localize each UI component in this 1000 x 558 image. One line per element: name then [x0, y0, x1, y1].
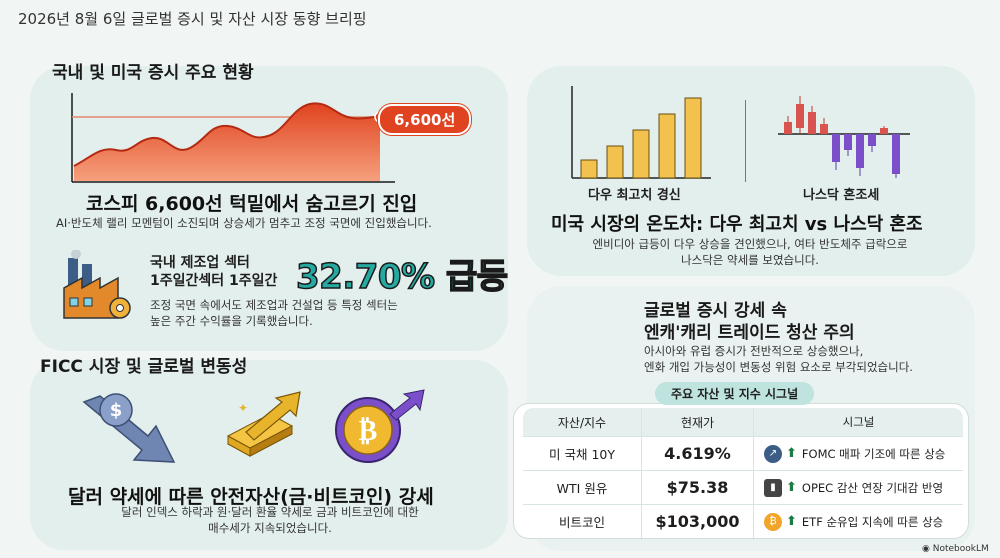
sector-description: 조정 국면 속에서도 제조업과 건설업 등 특정 섹터는 높은 주간 수익률을 …	[150, 297, 398, 329]
asset-signal-cell: ₿ ⬆ ETF 순유입 지속에 따른 상승	[753, 505, 963, 538]
table-row: WTI 원유 $75.38 ▮ ⬆ OPEC 감산 연장 기대감 반영	[523, 470, 963, 504]
sector-percent-gain: 32.70% 급등	[295, 256, 509, 298]
asset-name: WTI 원유	[556, 481, 608, 496]
nasdaq-label: 나스닥 혼조세	[803, 188, 880, 203]
watermark: ◉ NotebookLM	[922, 544, 989, 554]
page-title: 2026년 8월 6일 글로벌 증시 및 자산 시장 동향 브리핑	[18, 10, 367, 28]
us-description: 엔비디아 급등이 다우 상승을 견인했으나, 여타 반도체주 급락으로 나스닥은…	[540, 236, 960, 268]
sector-desc-line2: 높은 주간 수익률을 기록했습니다.	[150, 314, 313, 328]
arrow-up-icon: ⬆	[786, 446, 797, 461]
us-panel	[527, 66, 975, 276]
global-headline-line1: 글로벌 증시 강세 속	[644, 301, 787, 321]
ficc-desc-line1: 달러 인덱스 하락과 원·달러 환율 약세로 금과 비트코인에 대한	[121, 505, 419, 519]
sector-label-line2: 1주일간섹터 1주일간	[150, 273, 278, 289]
factory-icon	[63, 250, 131, 319]
ficc-headline: 달러 약세에 따른 안전자산(금·비트코인) 강세	[68, 486, 434, 508]
ficc-description: 달러 인덱스 하락과 원·달러 환율 약세로 금과 비트코인에 대한 매수세가 …	[40, 504, 500, 536]
dollar-down-arrow-icon: $	[82, 393, 176, 463]
asset-price: $103,000	[641, 505, 753, 538]
watermark-text: NotebookLM	[932, 544, 989, 554]
kospi-level-badge: 6,600선	[378, 104, 472, 135]
global-description: 아시아와 유럽 증시가 전반적으로 상승했으나, 엔화 개입 가능성이 변동성 …	[644, 343, 913, 375]
svg-text:₿: ₿	[359, 414, 378, 447]
table-header-row: 자산/지수 현재가 시그널	[523, 408, 963, 436]
asset-name: 비트코인	[558, 515, 605, 530]
asset-signal-text: FOMC 매파 기조에 따른 상승	[801, 446, 946, 461]
global-desc-line2: 엔화 개입 가능성이 변동성 위험 요소로 부각되었습니다.	[644, 360, 913, 374]
oil-barrel-icon: ▮	[764, 478, 782, 497]
kospi-description: AI·반도체 랠리 모멘텀이 소진되며 상승세가 멈추고 조정 국면에 진입했습…	[56, 216, 432, 230]
svg-text:$: $	[110, 400, 123, 421]
svg-text:✦: ✦	[238, 401, 248, 415]
us-desc-line1: 엔비디아 급등이 다우 상승을 견인했으나, 여타 반도체주 급락으로	[592, 237, 908, 251]
domestic-section-title: 국내 및 미국 증시 주요 현황	[52, 63, 254, 83]
us-headline: 미국 시장의 온도차: 다우 최고치 vs 나스닥 혼조	[551, 214, 923, 235]
table-row: 비트코인 $103,000 ₿ ⬆ ETF 순유입 지속에 따른 상승	[523, 504, 963, 538]
us-desc-line2: 나스닥은 약세를 보였습니다.	[681, 253, 819, 267]
signal-table-title: 주요 자산 및 지수 시그널	[655, 382, 815, 405]
notebooklm-logo-icon: ◉	[922, 544, 930, 554]
signal-table: 자산/지수 현재가 시그널 미 국채 10Y 4.619% ↗ ⬆ FOMC 매…	[523, 408, 963, 538]
kospi-area-chart	[71, 93, 395, 183]
table-row: 미 국채 10Y 4.619% ↗ ⬆ FOMC 매파 기조에 따른 상승	[523, 436, 963, 470]
asset-signal-text: ETF 순유입 지속에 따른 상승	[801, 514, 944, 529]
arrow-up-icon: ⬆	[786, 514, 797, 529]
ficc-desc-line2: 매수세가 지속되었습니다.	[208, 521, 332, 535]
us-divider	[745, 100, 746, 182]
asset-price: 4.619%	[641, 437, 753, 470]
column-header-asset: 자산/지수	[557, 415, 607, 430]
sector-desc-line1: 조정 국면 속에서도 제조업과 건설업 등 특정 섹터는	[150, 298, 398, 312]
ficc-panel	[30, 360, 508, 550]
sector-label-line1: 국내 제조업 섹터	[150, 255, 250, 271]
asset-signal-cell: ↗ ⬆ FOMC 매파 기조에 따른 상승	[753, 437, 963, 470]
asset-signal-cell: ▮ ⬆ OPEC 감산 연장 기대감 반영	[753, 471, 963, 504]
trend-icon: ↗	[764, 444, 782, 463]
asset-signal-text: OPEC 감산 연장 기대감 반영	[801, 480, 944, 495]
column-header-signal: 시그널	[753, 408, 963, 436]
arrow-up-icon: ⬆	[786, 480, 797, 495]
kospi-headline: 코스피 6,600선 턱밑에서 숨고르기 진입	[86, 193, 418, 215]
sector-label: 국내 제조업 섹터 1주일간섹터 1주일간	[150, 254, 277, 290]
bitcoin-rising-icon: ₿	[335, 389, 425, 463]
asset-name: 미 국채 10Y	[549, 447, 615, 462]
dow-label: 다우 최고치 경신	[588, 188, 681, 203]
ficc-section-title: FICC 시장 및 글로벌 변동성	[40, 357, 248, 377]
bitcoin-icon: ₿	[764, 512, 782, 531]
global-headline-line2: 엔캐'캐리 트레이드 청산 주의	[644, 323, 855, 343]
nasdaq-candlestick-icon	[778, 96, 910, 178]
dow-rising-bars-icon	[571, 86, 711, 179]
column-header-price: 현재가	[641, 408, 753, 436]
global-desc-line1: 아시아와 유럽 증시가 전반적으로 상승했으나,	[644, 344, 864, 358]
gold-bar-rising-icon: ✦	[226, 391, 301, 457]
asset-price: $75.38	[641, 471, 753, 504]
